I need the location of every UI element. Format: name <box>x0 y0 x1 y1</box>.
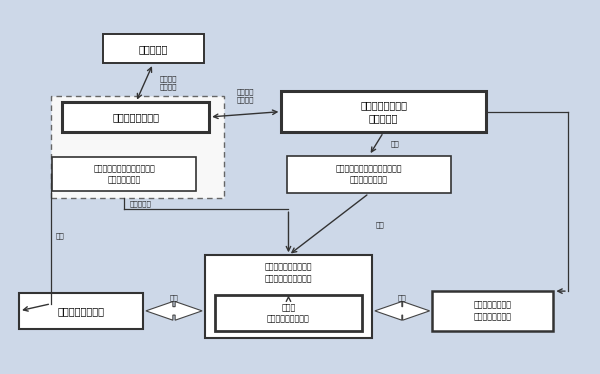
Bar <box>287 156 451 193</box>
Text: 可児市教育委員会
学校教育課: 可児市教育委員会 学校教育課 <box>360 100 407 123</box>
Bar <box>62 102 209 132</box>
Text: 配置: 配置 <box>376 221 385 227</box>
Bar <box>52 157 196 191</box>
Text: 連携: 連携 <box>398 294 407 301</box>
Text: ばら教室ＫＡＮＩ
（初期指導教室）: ばら教室ＫＡＮＩ （初期指導教室） <box>474 300 512 321</box>
Text: 補助申請
交付決定: 補助申請 交付決定 <box>160 76 178 90</box>
Polygon shape <box>375 301 430 320</box>
Bar <box>433 291 553 331</box>
Text: 岐阜県教育委員会: 岐阜県教育委員会 <box>112 112 160 122</box>
Text: 実践・検証: 実践・検証 <box>130 200 152 207</box>
Text: ・市費通訳支援員（補助対象）
フィリピノ語１名: ・市費通訳支援員（補助対象） フィリピノ語１名 <box>336 164 403 185</box>
Text: 雇用: 雇用 <box>391 141 399 147</box>
Text: 外国人生徒教育カリキュラム
開発推進委員会: 外国人生徒教育カリキュラム 開発推進委員会 <box>94 164 155 185</box>
Bar <box>19 293 143 329</box>
Bar <box>51 96 224 199</box>
Text: 実践校
可児市立蕮南中学校: 実践校 可児市立蕮南中学校 <box>267 303 310 324</box>
Text: 国際教室担当者会: 国際教室担当者会 <box>58 306 104 316</box>
Bar <box>281 91 486 132</box>
Bar <box>103 34 203 64</box>
Polygon shape <box>146 301 202 320</box>
Text: 外国人児童在籍小学校
外国人生徒在籍中学校: 外国人児童在籍小学校 外国人生徒在籍中学校 <box>265 263 312 283</box>
Bar <box>205 255 372 338</box>
Text: 補助申請
交付決定: 補助申請 交付決定 <box>236 88 254 102</box>
Bar <box>215 295 362 331</box>
Text: 指導: 指導 <box>56 232 65 239</box>
Text: 連携: 連携 <box>170 294 178 301</box>
Text: 文部科学省: 文部科学省 <box>139 44 168 54</box>
